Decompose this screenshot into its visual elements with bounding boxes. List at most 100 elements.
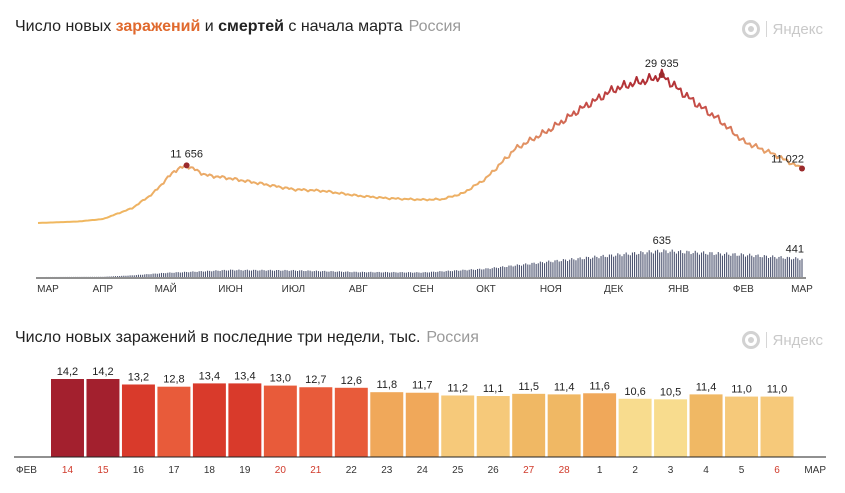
- bar: [476, 396, 510, 457]
- x-tick-label: ФЕВ: [733, 284, 754, 295]
- deaths-value-label: 635: [653, 235, 671, 247]
- bar: [157, 386, 191, 457]
- peak-marker: [183, 162, 190, 169]
- chart2-region: Россия: [426, 329, 479, 346]
- bar: [334, 387, 368, 457]
- day-label: 2: [632, 465, 638, 476]
- bar: [583, 393, 617, 457]
- bar-value-label: 11,2: [447, 382, 468, 394]
- brand-label: Яндекс: [772, 20, 823, 38]
- day-label: 17: [168, 465, 180, 476]
- month-label-left: ФЕВ: [16, 465, 37, 476]
- infections-value-label: 11 022: [771, 154, 804, 166]
- x-tick-label: ДЕК: [604, 284, 623, 295]
- day-label: 26: [488, 465, 500, 476]
- x-tick-label: НОЯ: [540, 284, 562, 295]
- bar-value-label: 11,0: [767, 384, 788, 396]
- bar: [51, 379, 84, 457]
- day-label: 27: [523, 465, 535, 476]
- day-label: 23: [381, 465, 393, 476]
- brand-label: Яндекс: [772, 331, 823, 349]
- day-label: 14: [62, 465, 74, 476]
- x-tick-label: ЯНВ: [668, 284, 689, 295]
- bar: [228, 383, 262, 457]
- deaths-bars: [45, 249, 803, 277]
- x-tick-label: ОКТ: [476, 284, 496, 295]
- bar: [299, 387, 333, 457]
- title-infections: заражений: [115, 18, 201, 35]
- infections-line: [37, 68, 803, 224]
- infections-deaths-chart: 11 656 29 935 11 022 635 441 МАР АПР МАЙ ИЮН ИЮЛ…: [36, 58, 813, 295]
- day-label: 16: [133, 465, 145, 476]
- bar-value-label: 12,7: [305, 374, 326, 386]
- bar: [121, 384, 155, 457]
- day-label: 15: [97, 465, 109, 476]
- chart1-brand[interactable]: Яндекс: [741, 20, 823, 38]
- bar-value-label: 10,6: [624, 386, 645, 398]
- x-tick-label: МАР: [791, 284, 813, 295]
- bar: [725, 396, 759, 457]
- x-tick-label: СЕН: [413, 284, 434, 295]
- bar-value-label: 13,2: [128, 371, 149, 383]
- bar-value-label: 14,2: [57, 366, 78, 378]
- bar: [405, 392, 439, 457]
- day-label: 6: [774, 465, 780, 476]
- bar-value-label: 13,4: [199, 370, 220, 382]
- infections-value-label: 29 935: [645, 58, 679, 70]
- bar-value-label: 11,6: [589, 380, 610, 392]
- chart2-brand[interactable]: Яндекс: [741, 331, 823, 349]
- chart1-region: Россия: [408, 18, 462, 35]
- bar-value-label: 13,4: [234, 370, 255, 382]
- bar: [547, 394, 581, 457]
- bar-value-label: 11,7: [412, 380, 433, 392]
- bar-value-label: 11,5: [518, 381, 539, 393]
- annotations-layer: 11 656 29 935 11 022 635 441: [170, 58, 805, 256]
- chart2-title-text: Число новых заражений в последние три не…: [15, 329, 421, 346]
- bar: [370, 392, 404, 457]
- title-deaths: смертей: [218, 18, 284, 35]
- brand-divider: [765, 21, 767, 37]
- x-tick-label: ИЮЛ: [282, 284, 305, 295]
- bar: [512, 393, 546, 457]
- day-label: 25: [452, 465, 464, 476]
- day-label: 28: [559, 465, 571, 476]
- bar-value-label: 14,2: [92, 366, 113, 378]
- title-mid: и: [200, 18, 219, 35]
- day-label: 22: [346, 465, 358, 476]
- yandex-logo-icon: [741, 331, 760, 349]
- chart2-title: Число новых заражений в последние три не…: [15, 329, 479, 347]
- deaths-value-label: 441: [786, 244, 804, 256]
- peak-marker: [658, 72, 665, 78]
- yandex-logo-icon: [741, 20, 760, 38]
- month-label-right: МАР: [804, 465, 826, 476]
- bar-value-label: 11,4: [696, 381, 717, 393]
- bar-value-label: 11,8: [376, 379, 397, 391]
- bar: [192, 383, 226, 457]
- day-label: 18: [204, 465, 216, 476]
- bar-value-label: 13,0: [270, 373, 291, 385]
- bar-value-label: 12,6: [341, 375, 362, 387]
- x-ticks: МАР АПР МАЙ ИЮН ИЮЛ АВГ СЕН ОКТ НОЯ ДЕК ЯНВ ФЕВ МАР: [37, 282, 813, 295]
- x-tick-label: МАР: [37, 284, 59, 295]
- x-labels: 14,21414,21513,21612,81713,41813,41913,0…: [16, 366, 826, 476]
- bar-value-label: 12,8: [163, 374, 184, 386]
- title-prefix: Число новых: [15, 18, 116, 35]
- bar-value-label: 10,5: [660, 386, 681, 398]
- infections-line-layer: [37, 68, 803, 224]
- bar: [654, 399, 688, 457]
- bar-value-label: 11,1: [483, 383, 504, 395]
- day-label: 19: [239, 465, 251, 476]
- brand-divider: [765, 332, 767, 348]
- bar: [441, 395, 475, 457]
- x-tick-label: МАЙ: [155, 282, 177, 295]
- day-label: 4: [703, 465, 709, 476]
- bar: [263, 385, 297, 457]
- bar-value-label: 11,4: [554, 381, 575, 393]
- infections-value-label: 11 656: [170, 148, 203, 160]
- day-label: 20: [275, 465, 287, 476]
- day-label: 5: [739, 465, 745, 476]
- bar: [618, 398, 652, 457]
- bar: [760, 396, 794, 457]
- bars: [51, 379, 794, 457]
- day-label: 1: [597, 465, 603, 476]
